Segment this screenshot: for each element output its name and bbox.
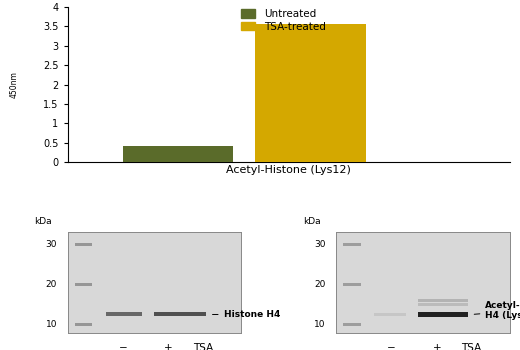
Text: TSA: TSA — [461, 343, 482, 350]
Bar — [343, 283, 360, 286]
Text: kDa: kDa — [303, 217, 321, 226]
Text: 30: 30 — [46, 240, 57, 249]
Text: Histone H4: Histone H4 — [213, 310, 280, 319]
Text: +: + — [164, 343, 173, 350]
Bar — [123, 146, 233, 162]
X-axis label: Acetyl-Histone (Lys12): Acetyl-Histone (Lys12) — [226, 165, 351, 175]
Bar — [106, 313, 142, 316]
Text: 10: 10 — [46, 320, 57, 329]
Text: +: + — [433, 343, 441, 350]
Text: Acetyl-Histone
H4 (Lys12): Acetyl-Histone H4 (Lys12) — [474, 301, 520, 320]
Bar — [343, 323, 360, 326]
Bar — [343, 243, 360, 246]
Bar — [154, 313, 206, 316]
Text: TSA: TSA — [193, 343, 213, 350]
Bar — [418, 312, 468, 317]
Text: 30: 30 — [315, 240, 326, 249]
Text: 20: 20 — [46, 280, 57, 289]
Bar — [74, 323, 92, 326]
Text: 10: 10 — [315, 320, 326, 329]
Legend: Untreated, TSA-treated: Untreated, TSA-treated — [241, 9, 326, 32]
Bar — [255, 24, 366, 162]
Text: 450nm: 450nm — [10, 71, 19, 98]
Text: 20: 20 — [315, 280, 326, 289]
Text: −: − — [387, 343, 396, 350]
Text: −: − — [119, 343, 127, 350]
Bar — [418, 300, 468, 302]
Text: kDa: kDa — [34, 217, 52, 226]
Bar — [74, 283, 92, 286]
Bar — [374, 313, 406, 316]
Bar — [418, 303, 468, 306]
Bar — [74, 243, 92, 246]
